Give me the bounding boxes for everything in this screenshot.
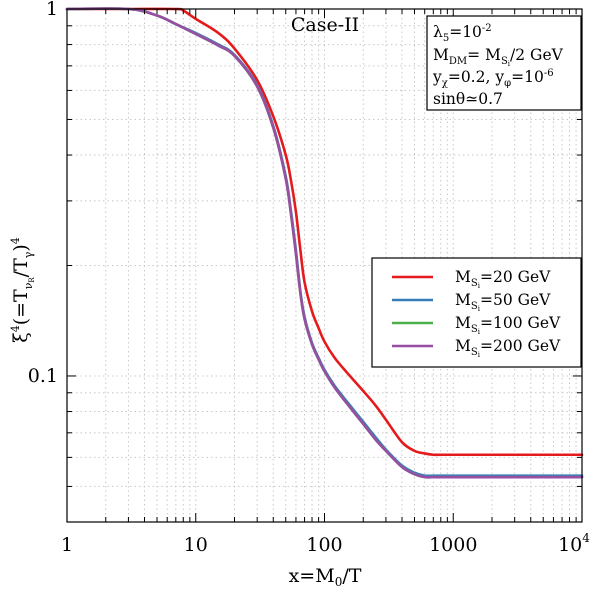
legend-label-ms50: MSi=50 GeV bbox=[455, 291, 551, 313]
series-lines bbox=[65, 7, 584, 479]
x-tick-label: 1 bbox=[61, 534, 73, 556]
series-line-ms20 bbox=[65, 7, 584, 457]
legend: MSi=20 GeV MSi=50 GeV MSi=100 GeV MSi=20… bbox=[371, 257, 582, 368]
y-axis-label: ξ4(=TνR/Tγ)4 bbox=[9, 237, 36, 343]
legend-label-ms20: MSi=20 GeV bbox=[455, 268, 551, 290]
x-axis-label: x=M0/T bbox=[289, 565, 362, 589]
x-tick-label: 104 bbox=[558, 531, 590, 556]
x-tick-label: 10 bbox=[184, 534, 208, 556]
y-tick-label: 0.1 bbox=[28, 365, 58, 387]
legend-label-ms200: MSi=200 GeV bbox=[455, 337, 561, 359]
param-yukawa: yχ=0.2, yφ=10-6 bbox=[432, 68, 554, 89]
y-tick-label: 1 bbox=[46, 0, 58, 20]
param-sintheta: sinθ≃0.7 bbox=[433, 90, 503, 108]
parameter-box: λ5=10-2 MDM= MSi/2 GeV yχ=0.2, yφ=10-6 s… bbox=[426, 15, 582, 111]
x-tick-label: 100 bbox=[306, 534, 342, 556]
axis-ticks: 1 10 100 1000 104 1 0.1 bbox=[28, 0, 590, 556]
chart-title: Case-II bbox=[291, 14, 359, 36]
series-line-ms200 bbox=[65, 7, 584, 479]
x-tick-label: 1000 bbox=[429, 534, 477, 556]
legend-label-ms100: MSi=100 GeV bbox=[455, 314, 561, 336]
